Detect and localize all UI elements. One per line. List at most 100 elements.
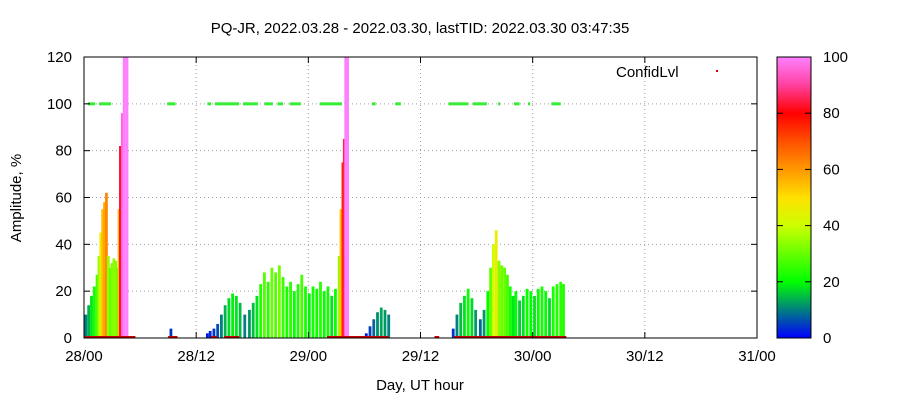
amplitude-bar [463, 295, 466, 338]
amplitude-bar [459, 302, 463, 338]
amplitude-bar [243, 314, 247, 338]
baseline-marker [168, 336, 178, 338]
amplitude-bar [339, 209, 343, 338]
x-axis-label: Day, UT hour [376, 377, 464, 394]
confidence-point [289, 102, 301, 106]
amplitude-bar [270, 267, 274, 338]
amplitude-bar [533, 295, 536, 338]
amplitude-bar [87, 305, 91, 338]
amplitude-bar [231, 293, 235, 338]
amplitude-bar [114, 260, 118, 338]
amplitude-bar [330, 295, 334, 338]
confidence-point [395, 102, 401, 106]
amplitude-bar [492, 244, 495, 338]
amplitude-bar [368, 326, 372, 338]
amplitude-bar [518, 300, 521, 338]
amplitude-bar [285, 286, 289, 338]
confidence-point [527, 102, 530, 106]
y-tick-label: 40 [55, 236, 72, 253]
amplitude-bar [466, 288, 470, 338]
amplitude-bar [387, 314, 391, 338]
confidence-point [448, 102, 469, 106]
amplitude-bar [489, 267, 493, 338]
y-tick-label: 0 [64, 330, 72, 347]
amplitude-bar [486, 291, 490, 338]
confidence-point [242, 102, 258, 106]
colorbar-tick-label: 20 [823, 274, 840, 291]
amplitude-bar [281, 277, 285, 338]
baseline-markers [84, 336, 567, 338]
y-tick-label: 60 [55, 190, 72, 207]
amplitude-bar [334, 288, 337, 338]
baseline-marker [211, 336, 217, 338]
amplitude-bar [548, 298, 551, 338]
amplitude-bar [296, 284, 300, 338]
amplitude-bar [238, 302, 242, 338]
y-axis-label: Amplitude, % [8, 154, 25, 242]
confidence-point [551, 102, 561, 106]
amplitude-bar [559, 281, 563, 338]
amplitude-bar [304, 286, 307, 338]
amplitude-bar [379, 307, 383, 338]
amplitude-bar [514, 291, 518, 338]
amplitude-bar [101, 209, 105, 338]
baseline-marker [454, 336, 567, 338]
amplitude-bar [90, 295, 93, 338]
amplitude-bar [503, 267, 507, 338]
colorbar-tick-label: 100 [823, 49, 848, 66]
y-tick-label: 20 [55, 283, 72, 300]
amplitude-bar [205, 333, 209, 338]
amplitude-bar [372, 319, 376, 338]
amplitude-bar [451, 328, 455, 338]
axis-ticks: 28/00 28/12 29/00 29/12 30/00 30/12 31/00 0 20 40… [47, 49, 776, 365]
amplitude-bar [92, 286, 96, 338]
amplitude-bars [84, 57, 565, 338]
legend-marker [716, 70, 718, 72]
baseline-marker [327, 336, 389, 338]
confidence-point [214, 102, 240, 106]
amplitude-bar [307, 293, 311, 338]
y-tick-label: 120 [47, 49, 72, 66]
amplitude-bar [292, 291, 296, 338]
amplitude-bar [99, 232, 103, 338]
colorbar-tick-label: 60 [823, 161, 840, 178]
amplitude-bar [234, 295, 238, 338]
amplitude-bar [521, 295, 525, 338]
colorbar-tick-label: 40 [823, 218, 840, 235]
confidence-point [98, 102, 112, 106]
amplitude-bar [544, 291, 548, 338]
amplitude-bar [255, 295, 259, 338]
amplitude-bar [319, 281, 322, 338]
x-tick-label: 29/12 [402, 348, 440, 365]
chart-title: PQ-JR, 2022.03.28 - 2022.03.30, lastTID:… [211, 20, 630, 37]
amplitude-bar [125, 57, 129, 338]
amplitude-bar [482, 309, 486, 338]
colorbar: 0 20 40 60 80 100 [776, 49, 848, 347]
y-tick-label: 80 [55, 143, 72, 160]
confidence-point [498, 102, 501, 106]
amplitude-bar [259, 284, 263, 338]
grid [84, 57, 757, 338]
amplitude-bar [112, 258, 116, 338]
confidence-point [277, 102, 284, 106]
amplitude-bar [95, 274, 99, 338]
amplitude-bar [337, 256, 341, 338]
amplitude-bar [105, 192, 108, 338]
amplitude-bar [344, 57, 348, 338]
amplitude-bar [119, 145, 122, 338]
amplitude-bar [110, 263, 114, 338]
amplitude-bar [364, 333, 368, 338]
amplitude-bar [315, 288, 319, 338]
amplitude-bar [383, 309, 387, 338]
amplitude-bar [97, 256, 101, 338]
baseline-marker [84, 336, 136, 338]
amplitude-bar [300, 274, 304, 338]
amplitude-bar [326, 286, 330, 338]
amplitude-bar [108, 267, 112, 338]
y-tick-label: 100 [47, 96, 72, 113]
amplitude-bar [289, 281, 292, 338]
amplitude-bar [376, 312, 379, 338]
amplitude-bar [455, 314, 459, 338]
amplitude-bar [478, 319, 482, 338]
confidence-point [319, 102, 342, 106]
